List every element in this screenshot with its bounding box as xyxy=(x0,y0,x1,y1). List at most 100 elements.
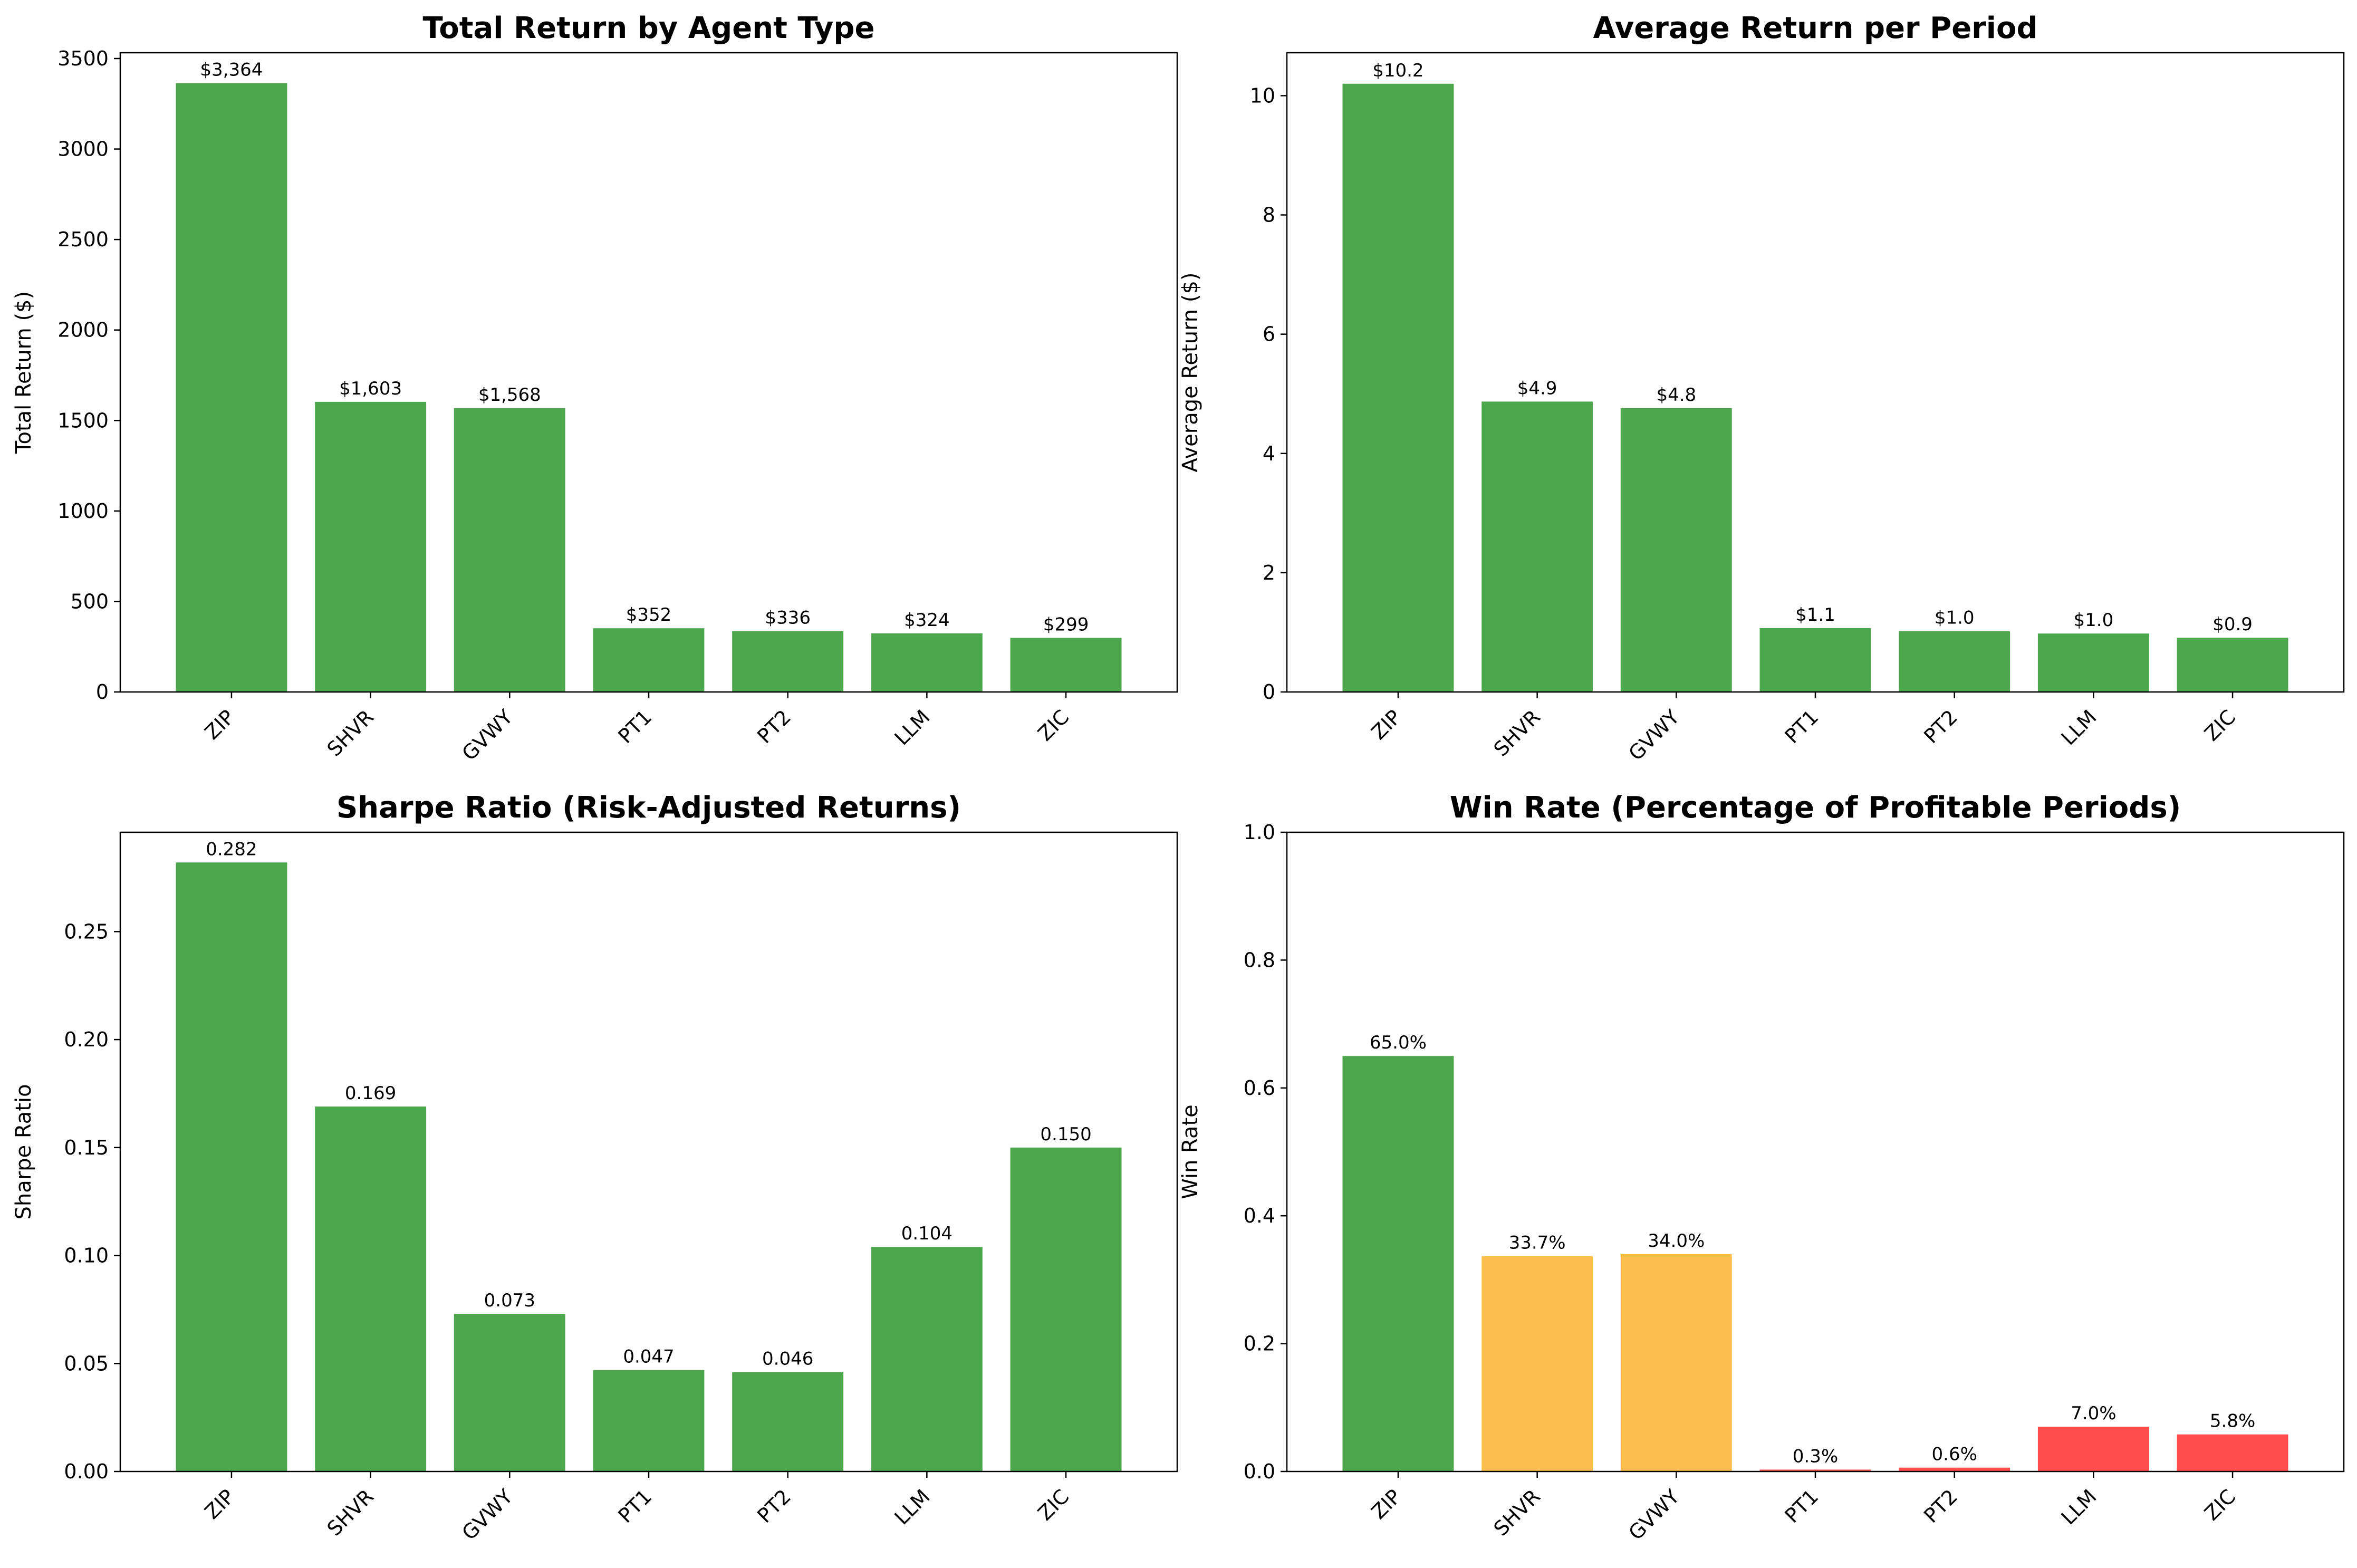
y-tick-label: 1000 xyxy=(57,499,109,523)
chart-title: Total Return by Agent Type xyxy=(423,11,875,45)
bar-llm xyxy=(2037,633,2149,692)
y-tick-label: 1.0 xyxy=(1244,821,1275,844)
y-tick-label: 6 xyxy=(1263,323,1275,346)
y-tick-label: 2000 xyxy=(57,319,109,342)
chart-title: Win Rate (Percentage of Profitable Perio… xyxy=(1450,791,2181,825)
bar-pt2 xyxy=(732,1372,844,1471)
bar-pt1 xyxy=(593,628,705,692)
y-axis-label: Win Rate xyxy=(1178,1104,1202,1199)
bar-value-label: 0.6% xyxy=(1932,1444,1977,1465)
y-tick-label: 0 xyxy=(1263,680,1275,704)
y-tick-label: 0.2 xyxy=(1244,1332,1275,1355)
y-axis-label: Average Return ($) xyxy=(1178,272,1202,472)
bar-value-label: $10.2 xyxy=(1372,60,1423,81)
bar-value-label: $299 xyxy=(1043,614,1089,635)
x-tick-label: PT1 xyxy=(1781,705,1823,748)
bar-value-label: 7.0% xyxy=(2071,1403,2116,1424)
bar-pt2 xyxy=(1899,1467,2010,1471)
bar-llm xyxy=(871,1247,983,1471)
bar-value-label: 0.073 xyxy=(484,1290,535,1311)
y-tick-label: 0 xyxy=(96,680,109,704)
x-tick-label: SHVR xyxy=(323,705,378,761)
x-tick-label: PT1 xyxy=(614,1485,657,1527)
y-tick-label: 0.25 xyxy=(64,920,109,943)
y-tick-label: 10 xyxy=(1250,84,1275,107)
bar-shvr xyxy=(315,401,427,692)
bar-value-label: $352 xyxy=(626,604,672,626)
bar-pt1 xyxy=(593,1370,705,1471)
x-tick-label: PT2 xyxy=(753,1485,795,1527)
bar-value-label: 0.104 xyxy=(901,1223,953,1244)
bar-value-label: $336 xyxy=(765,608,811,629)
x-tick-label: ZIP xyxy=(200,1485,239,1524)
y-axis-label: Total Return ($) xyxy=(12,291,36,454)
bar-value-label: $1.1 xyxy=(1795,604,1835,626)
bar-pt2 xyxy=(732,631,844,692)
bar-gvwy xyxy=(454,1314,565,1471)
y-tick-label: 0.0 xyxy=(1244,1460,1275,1483)
bar-gvwy xyxy=(1620,408,1732,692)
x-tick-label: PT2 xyxy=(1919,1485,1962,1527)
y-axis-label: Sharpe Ratio xyxy=(12,1084,36,1219)
bar-value-label: $3,364 xyxy=(200,60,263,81)
bar-value-label: 0.150 xyxy=(1040,1124,1091,1145)
x-tick-label: PT1 xyxy=(1781,1485,1823,1527)
bar-zip xyxy=(176,83,287,692)
bar-zip xyxy=(176,862,287,1471)
bar-value-label: 0.282 xyxy=(206,839,257,860)
x-tick-label: ZIP xyxy=(200,705,239,744)
x-tick-label: PT2 xyxy=(1919,705,1962,748)
x-tick-label: LLM xyxy=(2056,1485,2101,1529)
chart-panel-4: 65.0% 33.7% 34.0% 0.3% 0.6% 7.0% 5.8% 0.0 0.2 0.4… xyxy=(1178,791,2345,1545)
y-tick-label: 0.4 xyxy=(1244,1204,1275,1227)
bar-value-label: $4.8 xyxy=(1656,384,1696,406)
bar-value-label: 0.3% xyxy=(1793,1446,1838,1467)
x-tick-label: LLM xyxy=(890,1485,934,1529)
x-tick-label: LLM xyxy=(2056,705,2101,749)
y-tick-label: 0.15 xyxy=(64,1136,109,1159)
x-tick-label: ZIC xyxy=(2200,1485,2240,1525)
x-tick-label: ZIP xyxy=(1367,705,1406,744)
bar-value-label: 0.047 xyxy=(623,1346,674,1368)
chart-panel-1: $3,364 $1,603 $1,568 $352 $336 $324 $299 0 500 10… xyxy=(12,11,1178,765)
chart-title: Sharpe Ratio (Risk-Adjusted Returns) xyxy=(336,791,961,825)
x-tick-label: ZIP xyxy=(1367,1485,1406,1524)
y-tick-label: 0.20 xyxy=(64,1028,109,1051)
bar-value-label: 0.046 xyxy=(762,1349,813,1370)
x-tick-label: PT1 xyxy=(614,705,657,748)
bar-value-label: 33.7% xyxy=(1509,1233,1566,1254)
bar-value-label: $1,568 xyxy=(478,384,541,406)
x-tick-label: GVWY xyxy=(457,1485,517,1545)
bar-value-label: $1.0 xyxy=(1935,608,1975,629)
bar-value-label: 34.0% xyxy=(1648,1230,1705,1252)
bar-value-label: $324 xyxy=(904,610,950,631)
x-tick-label: PT2 xyxy=(753,705,795,748)
y-tick-label: 0.8 xyxy=(1244,948,1275,971)
y-tick-label: 0.10 xyxy=(64,1244,109,1267)
x-tick-label: SHVR xyxy=(1489,705,1545,761)
y-tick-label: 4 xyxy=(1263,442,1275,465)
bar-value-label: 0.169 xyxy=(345,1083,396,1104)
bar-value-label: 5.8% xyxy=(2210,1411,2255,1432)
bar-value-label: $1,603 xyxy=(339,378,402,399)
bar-zic xyxy=(2177,1434,2288,1471)
x-tick-label: GVWY xyxy=(1624,705,1684,765)
y-tick-label: 0.6 xyxy=(1244,1076,1275,1100)
x-tick-label: ZIC xyxy=(1033,1485,1073,1525)
x-tick-label: SHVR xyxy=(323,1485,378,1540)
bar-gvwy xyxy=(1620,1254,1732,1471)
x-tick-label: LLM xyxy=(890,705,934,749)
y-tick-label: 2500 xyxy=(57,228,109,251)
bar-gvwy xyxy=(454,408,565,692)
bar-zic xyxy=(2177,638,2288,692)
chart-panel-2: $10.2 $4.9 $4.8 $1.1 $1.0 $1.0 $0.9 0 2 4 6 8 10 ZIP S… xyxy=(1178,11,2345,765)
y-tick-label: 3500 xyxy=(57,47,109,70)
y-tick-label: 3000 xyxy=(57,138,109,161)
x-tick-label: ZIC xyxy=(2200,705,2240,745)
bar-shvr xyxy=(1481,401,1593,692)
y-tick-label: 0.00 xyxy=(64,1460,109,1483)
y-tick-label: 500 xyxy=(70,590,109,613)
x-tick-label: GVWY xyxy=(1624,1485,1684,1545)
x-tick-label: ZIC xyxy=(1033,705,1073,745)
